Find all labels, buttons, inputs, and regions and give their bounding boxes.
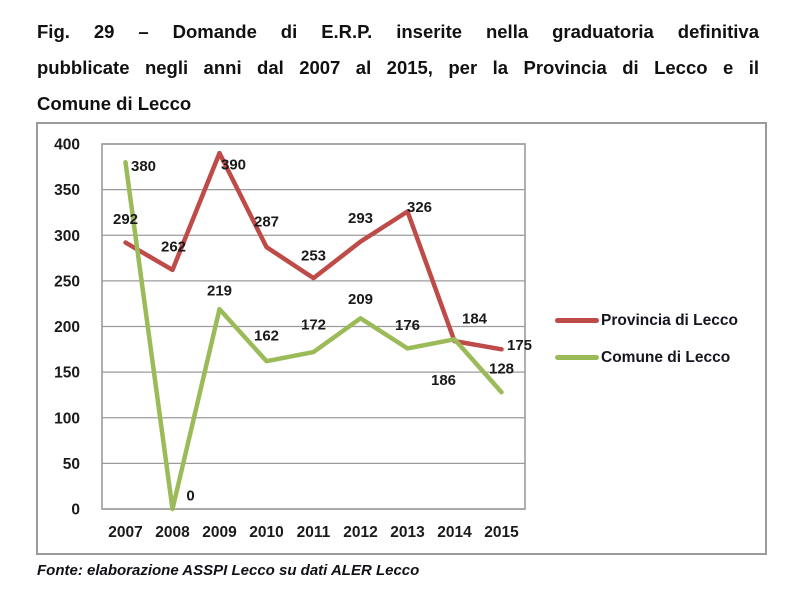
y-axis-tick-label: 200: [54, 319, 80, 336]
data-label: 172: [301, 317, 326, 334]
legend-label: Comune di Lecco: [601, 348, 731, 366]
data-label: 292: [113, 211, 138, 228]
chart-legend: Provincia di Lecco Comune di Lecco: [555, 310, 738, 368]
y-axis-tick-label: 150: [54, 365, 80, 382]
y-axis-tick-label: 400: [54, 137, 80, 154]
legend-item-comune-di-lecco: Comune di Lecco: [555, 347, 738, 368]
series-line-provincia-di-lecco: [123, 150, 504, 352]
data-label: 219: [207, 283, 232, 300]
data-label: 209: [348, 291, 373, 308]
data-label: 380: [131, 158, 156, 175]
figure-title-line: Fig. 29 – Domande di E.R.P. inserite nel…: [37, 21, 759, 42]
x-axis-tick-label: 2007: [108, 524, 142, 541]
series-line-comune-di-lecco: [123, 160, 504, 512]
data-label: 176: [395, 317, 420, 334]
data-label: 175: [507, 337, 532, 354]
x-axis-tick-label: 2013: [390, 524, 425, 541]
legend-swatch-red-line: [555, 318, 599, 323]
legend-label: Provincia di Lecco: [601, 311, 738, 329]
y-axis-tick-label: 300: [54, 228, 80, 245]
data-label: 0: [186, 488, 194, 505]
figure-title-line: pubblicate negli anni dal 2007 al 2015, …: [37, 57, 759, 78]
y-axis-tick-label: 100: [54, 410, 80, 427]
data-label: 293: [348, 210, 373, 227]
plot-border: [101, 143, 526, 510]
data-label: 287: [254, 214, 279, 231]
figure-title: Fig. 29 – Domande di E.R.P. inserite nel…: [37, 14, 759, 122]
data-label: 390: [221, 157, 246, 174]
source-note: Fonte: elaborazione ASSPI Lecco su dati …: [37, 562, 420, 579]
line-chart-plot: 400 350 300 250 200 150 100 50 0 2007 2008 2009 2010…: [54, 137, 532, 542]
y-axis-tick-label: 250: [54, 273, 80, 290]
legend-item-provincia-di-lecco: Provincia di Lecco: [555, 310, 738, 331]
x-axis-tick-label: 2011: [297, 524, 331, 541]
x-axis-tick-label: 2010: [249, 524, 283, 541]
data-label: 262: [161, 238, 186, 255]
chart-container: 400 350 300 250 200 150 100 50 0 2007 2008 2009 2010…: [36, 122, 767, 555]
y-axis-tick-label: 350: [54, 182, 80, 199]
x-axis-tick-label: 2012: [343, 524, 377, 541]
x-axis-tick-label: 2015: [484, 524, 519, 541]
legend-swatch-green-line: [555, 355, 599, 360]
data-label: 186: [431, 372, 456, 389]
data-label: 326: [407, 199, 432, 216]
y-axis-tick-label: 0: [71, 502, 80, 519]
data-label: 162: [254, 328, 279, 345]
data-label: 128: [489, 361, 514, 378]
x-axis-tick-label: 2008: [155, 524, 190, 541]
x-axis-tick-label: 2014: [437, 524, 472, 541]
x-axis-tick-label: 2009: [202, 524, 237, 541]
figure-title-line: Comune di Lecco: [37, 93, 192, 114]
y-axis-tick-label: 50: [63, 456, 80, 473]
data-label: 184: [462, 311, 488, 328]
data-label: 253: [301, 248, 326, 265]
